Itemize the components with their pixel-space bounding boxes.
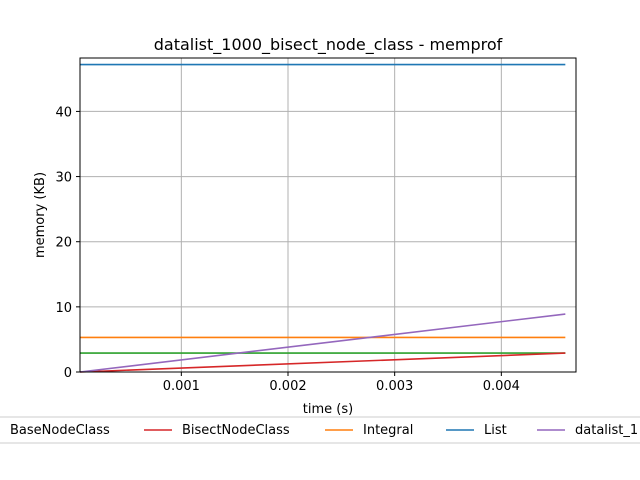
series-lines	[79, 63, 566, 373]
x-tick-label: 0.001	[163, 379, 200, 394]
series-line-datalist_1	[79, 313, 566, 373]
legend-label: Integral	[363, 423, 413, 438]
legend-label: datalist_1	[575, 423, 638, 438]
legend-label: BisectNodeClass	[182, 423, 290, 438]
series-line-bisectnodeclass	[79, 352, 566, 373]
legend-label: BaseNodeClass	[10, 423, 110, 438]
y-axis-label: memory (KB)	[33, 172, 48, 258]
ticks: 0.001 0.002 0.003 0.004 0 10 20 30 40	[55, 105, 519, 394]
x-tick-label: 0.002	[269, 379, 306, 394]
y-tick-label: 30	[55, 171, 72, 186]
legend: BaseNodeClass BisectNodeClass Integral List…	[0, 416, 640, 444]
plot-frame	[79, 57, 577, 373]
grid	[80, 58, 576, 373]
y-tick-label: 40	[55, 105, 72, 120]
legend-label: List	[484, 423, 507, 438]
y-tick-label: 10	[55, 301, 72, 316]
y-tick-label: 0	[64, 366, 72, 381]
x-tick-label: 0.004	[483, 379, 520, 394]
y-tick-label: 20	[55, 236, 72, 251]
x-axis-label: time (s)	[303, 402, 353, 417]
chart-title: datalist_1000_bisect_node_class - mempro…	[154, 35, 503, 55]
x-tick-label: 0.003	[376, 379, 413, 394]
